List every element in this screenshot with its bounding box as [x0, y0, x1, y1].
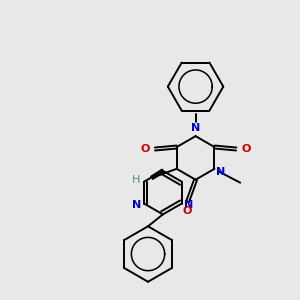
Text: N: N	[184, 200, 193, 211]
Text: N: N	[216, 167, 225, 177]
Text: H: H	[132, 175, 140, 185]
Text: N: N	[191, 123, 200, 133]
Text: O: O	[183, 206, 192, 216]
Text: O: O	[242, 144, 251, 154]
Text: O: O	[140, 144, 150, 154]
Text: N: N	[132, 200, 142, 211]
